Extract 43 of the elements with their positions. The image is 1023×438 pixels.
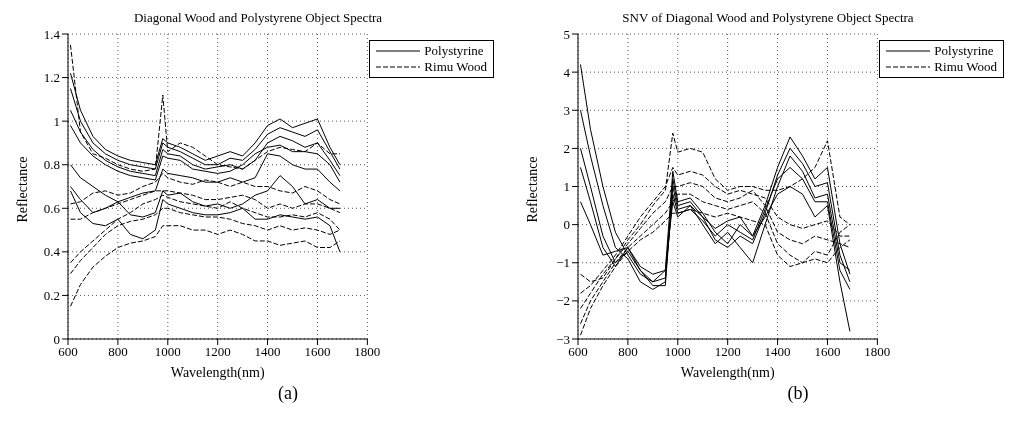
x-tick-label: 800	[618, 344, 638, 360]
text: (b)	[786, 383, 810, 404]
x-axis-title: Wavelength(nm)	[170, 365, 265, 381]
legend-label: Polystyrine	[424, 43, 484, 59]
x-tick-label: 1800	[354, 344, 381, 360]
x-axis-title: Wavelength(nm)	[680, 365, 775, 381]
y-tick-label: −2	[556, 293, 570, 309]
y-tick-label: 0.6	[43, 200, 61, 216]
y-tick-label: 0.2	[43, 288, 60, 304]
chart-title: Diagonal Wood and Polystyrene Object Spectra	[132, 9, 384, 27]
y-tick-label: 5	[563, 26, 570, 42]
x-tick-label: 600	[568, 344, 588, 360]
x-tick-label: 600	[58, 344, 78, 360]
x-tick-label: 800	[108, 344, 128, 360]
y-tick-label: −1	[556, 255, 570, 271]
x-tick-label: 1000	[154, 344, 181, 360]
y-tick-label: 0.4	[43, 244, 61, 260]
x-tick-label: 1400	[254, 344, 281, 360]
x-tick-label: 1200	[714, 344, 741, 360]
x-tick-label: 1000	[664, 344, 691, 360]
y-axis-title: Reflectance	[14, 156, 30, 223]
y-tick-label: 1.4	[43, 26, 61, 42]
y-tick-label: 1.2	[43, 70, 60, 86]
chart-title: SNV of Diagonal Wood and Polystyrene Object Spectra	[621, 9, 915, 27]
y-tick-label: −3	[556, 331, 570, 347]
x-tick-label: 1400	[764, 344, 791, 360]
legend-label: Polystyrine	[934, 43, 994, 59]
y-tick-label: 4	[563, 64, 571, 80]
legend-label: Rimu Wood	[424, 59, 487, 75]
y-tick-label: 0.8	[43, 157, 60, 173]
y-axis-title: Reflectance	[524, 156, 540, 223]
y-tick-label: 0	[53, 331, 60, 347]
legend-label: Rimu Wood	[934, 59, 997, 75]
y-tick-label: 1	[563, 179, 570, 195]
y-tick-label: 0	[563, 217, 570, 233]
x-tick-label: 1800	[864, 344, 891, 360]
x-tick-label: 1200	[204, 344, 231, 360]
y-tick-label: 1	[53, 113, 60, 129]
text: (a)	[277, 383, 299, 404]
x-tick-label: 1600	[304, 344, 331, 360]
y-tick-label: 2	[563, 140, 570, 156]
x-tick-label: 1600	[814, 344, 841, 360]
y-tick-label: 3	[563, 102, 570, 118]
